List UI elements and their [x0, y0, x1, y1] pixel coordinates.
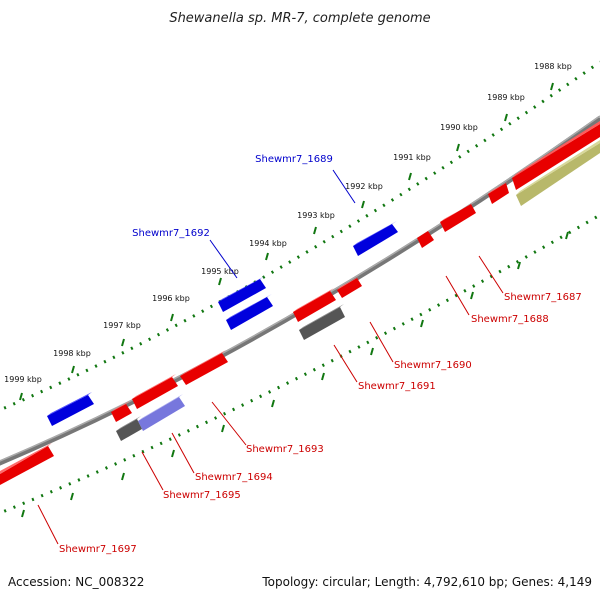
gene-label-1689: Shewmr7_1689 — [255, 154, 333, 165]
gene-block-1697[interactable] — [0, 443, 54, 485]
gene-block-1687-right[interactable] — [512, 121, 600, 190]
gene-label-1688: Shewmr7_1688 — [471, 314, 549, 325]
gene-block-olive[interactable] — [516, 140, 600, 206]
accession-text: Accession: NC_008322 — [8, 575, 144, 589]
scale-label-1992: 1992 kbp — [345, 182, 383, 191]
gene-block-1691[interactable] — [293, 288, 336, 322]
gene-label-1687: Shewmr7_1687 — [504, 292, 582, 303]
gene-block-1688[interactable] — [440, 202, 476, 232]
genome-backbone — [0, 115, 600, 466]
scale-label-1993: 1993 kbp — [297, 211, 335, 220]
upper-tick-row — [0, 60, 600, 412]
scale-label-1988: 1988 kbp — [534, 62, 572, 71]
gene-label-1697: Shewmr7_1697 — [59, 544, 137, 555]
scale-label-1995: 1995 kbp — [201, 267, 239, 276]
map-title: Shewanella sp. MR-7, complete genome — [169, 11, 430, 26]
scale-labels: 1988 kbp 1989 kbp 1990 kbp 1991 kbp 1992… — [4, 62, 572, 384]
forward-gene-labels: Shewmr7_1687 Shewmr7_1688 Shewmr7_1690 S… — [59, 292, 582, 555]
reverse-leader-lines — [209, 169, 356, 279]
scale-label-1996: 1996 kbp — [152, 294, 190, 303]
gene-block-1692[interactable] — [218, 276, 266, 312]
gene-block-1693[interactable] — [180, 350, 228, 385]
gene-block-1690[interactable] — [337, 276, 362, 298]
gene-block-1687[interactable] — [488, 181, 509, 204]
gene-block-1694[interactable] — [138, 394, 185, 431]
scale-label-1999: 1999 kbp — [4, 375, 42, 384]
scale-label-1998: 1998 kbp — [53, 349, 91, 358]
upper-major-ticks — [19, 82, 554, 401]
scale-label-1989: 1989 kbp — [487, 93, 525, 102]
gene-block-1692b[interactable] — [226, 294, 273, 330]
gene-block-1695[interactable] — [116, 416, 142, 441]
gene-block-1689[interactable] — [353, 221, 398, 256]
gene-label-1690: Shewmr7_1690 — [394, 360, 472, 371]
gene-label-1693: Shewmr7_1693 — [246, 444, 324, 455]
scale-label-1997: 1997 kbp — [103, 321, 141, 330]
scale-label-1991: 1991 kbp — [393, 153, 431, 162]
gene-block-red-1694[interactable] — [132, 374, 178, 409]
forward-leader-lines — [37, 255, 504, 545]
gene-block-dark-1691[interactable] — [299, 304, 345, 340]
gene-label-1691: Shewmr7_1691 — [358, 381, 436, 392]
genome-summary-text: Topology: circular; Length: 4,792,610 bp… — [261, 575, 592, 589]
gene-block-small-1695[interactable] — [111, 401, 132, 422]
gene-block-small-1991[interactable] — [417, 229, 434, 248]
gene-block-blue-left[interactable] — [47, 392, 94, 426]
gene-label-1694: Shewmr7_1694 — [195, 472, 273, 483]
scale-label-1994: 1994 kbp — [249, 239, 287, 248]
lower-tick-row — [0, 213, 600, 515]
reverse-gene-labels: Shewmr7_1689 Shewmr7_1692 — [132, 154, 333, 239]
scale-label-1990: 1990 kbp — [440, 123, 478, 132]
gene-label-1695: Shewmr7_1695 — [163, 490, 241, 501]
lower-major-ticks — [21, 231, 569, 518]
gene-label-1692: Shewmr7_1692 — [132, 228, 210, 239]
